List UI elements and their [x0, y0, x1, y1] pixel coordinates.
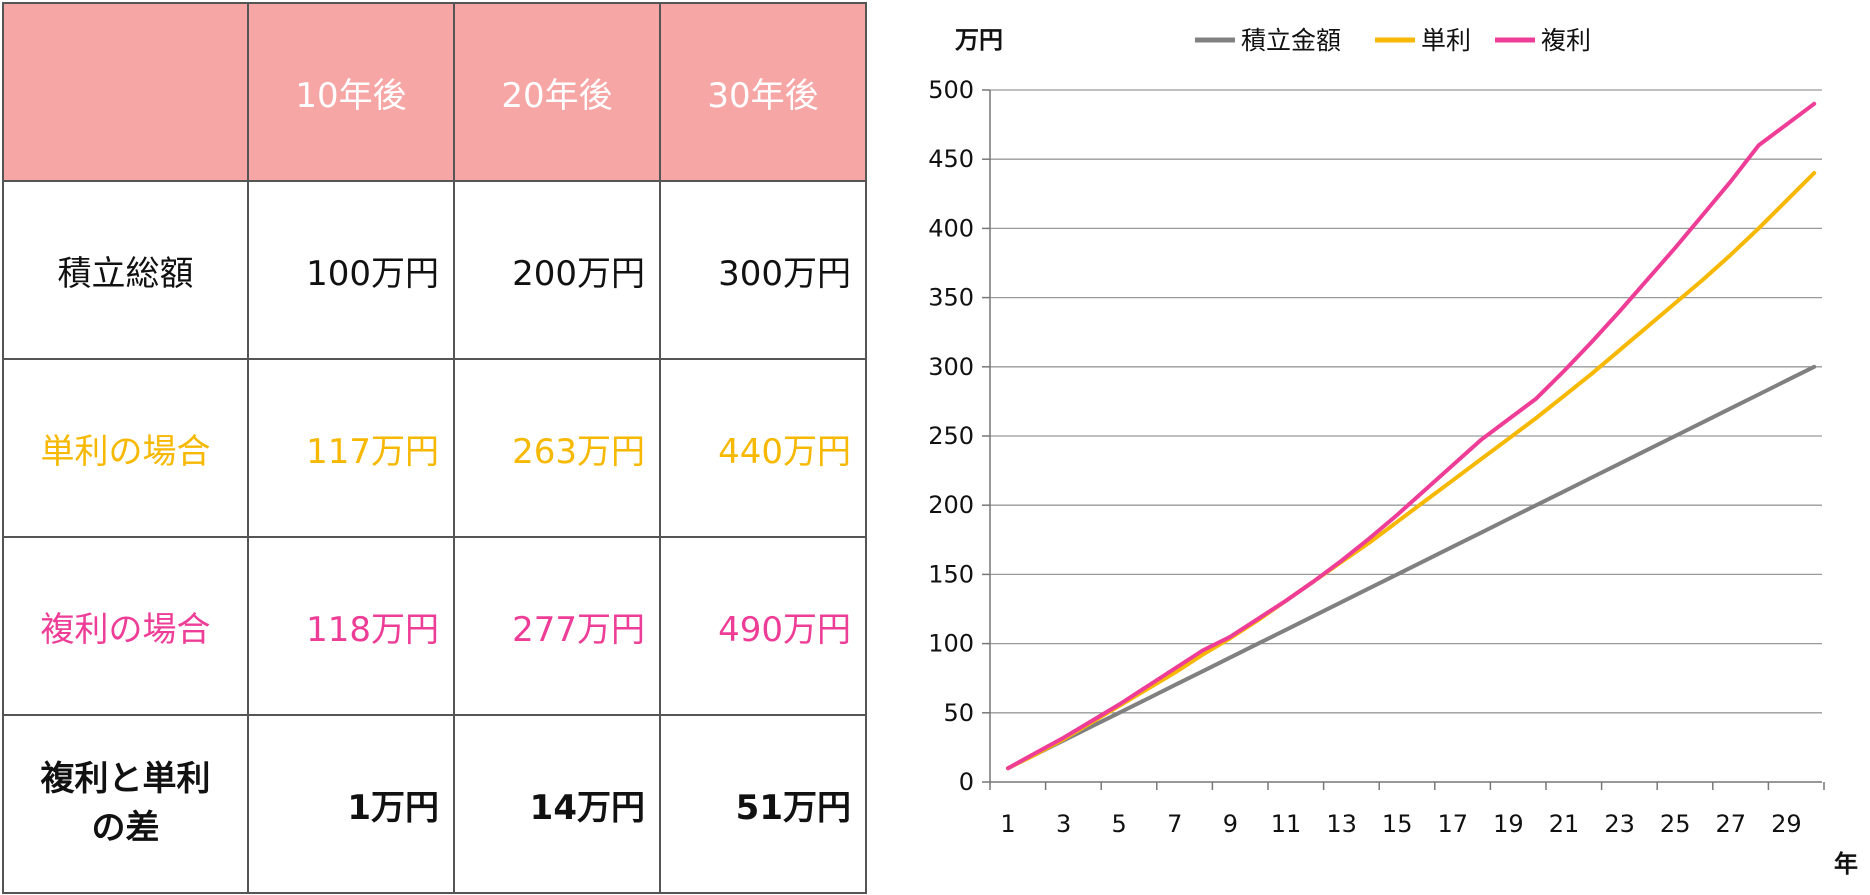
chart-gridlines: [990, 89, 1822, 714]
table-row-difference: 複利と単利 の差 1万円 14万円 51万円: [2, 714, 867, 894]
x-tick-label-21: 21: [1549, 810, 1580, 838]
header-10-years: 10年後: [247, 2, 455, 182]
chart-series-lines: [1006, 101, 1817, 771]
cell-simple-10: 117万円: [247, 358, 455, 538]
y-tick-label-500: 500: [928, 76, 974, 104]
cell-difference-20: 14万円: [453, 714, 661, 894]
y-tick-label-200: 200: [928, 491, 974, 519]
cell-simple-20: 263万円: [453, 358, 661, 538]
legend-label-0: 積立金額: [1241, 26, 1341, 55]
x-tick-label-27: 27: [1716, 810, 1747, 838]
x-tick-label-7: 7: [1167, 810, 1182, 838]
x-axis-tick-labels: 1 3 5 7 9 11 13 15 17 19 21 23 25 27 29: [1000, 810, 1801, 838]
cell-compound-10: 118万円: [247, 536, 455, 716]
comparison-table: 10年後 20年後 30年後 積立総額 100万円 200万円 300万円 単利…: [2, 2, 867, 894]
chart-axes: [982, 89, 1825, 790]
legend-label-2: 複利: [1541, 26, 1591, 55]
row-label-simple: 単利の場合: [2, 358, 249, 538]
cell-total-30: 300万円: [659, 180, 867, 360]
row-label-compound: 複利の場合: [2, 536, 249, 716]
cell-compound-30: 490万円: [659, 536, 867, 716]
table-row-simple: 単利の場合 117万円 263万円 440万円: [2, 358, 867, 538]
y-tick-label-300: 300: [928, 353, 974, 381]
series-line-1: [1006, 171, 1817, 771]
series-line-2: [1006, 101, 1817, 771]
header-corner-cell: [2, 2, 249, 182]
y-tick-label-150: 150: [928, 560, 974, 588]
y-tick-label-0: 0: [959, 768, 974, 796]
chart-legend: 積立金額 単利 複利: [1195, 26, 1591, 55]
x-tick-label-3: 3: [1056, 810, 1071, 838]
y-axis-unit-label: 万円: [955, 26, 1003, 54]
row-label-difference: 複利と単利 の差: [2, 714, 249, 894]
y-tick-label-350: 350: [928, 284, 974, 312]
row-label-difference-line2: の差: [91, 808, 160, 848]
cell-total-20: 200万円: [453, 180, 661, 360]
y-tick-label-100: 100: [928, 630, 974, 658]
y-tick-label-250: 250: [928, 422, 974, 450]
row-label-difference-line1: 複利と単利: [40, 758, 211, 799]
x-tick-label-9: 9: [1223, 810, 1238, 838]
x-tick-label-5: 5: [1112, 810, 1127, 838]
table-row-total: 積立総額 100万円 200万円 300万円: [2, 180, 867, 360]
row-label-total: 積立総額: [2, 180, 249, 360]
cell-compound-20: 277万円: [453, 536, 661, 716]
x-tick-label-19: 19: [1493, 810, 1524, 838]
header-20-years: 20年後: [453, 2, 661, 182]
y-tick-label-50: 50: [943, 699, 974, 727]
y-tick-label-400: 400: [928, 214, 974, 242]
legend-label-1: 単利: [1421, 26, 1471, 55]
y-tick-label-450: 450: [928, 145, 974, 173]
header-30-years: 30年後: [659, 2, 867, 182]
y-axis-tick-labels: 0 50 100 150 200 250 300 350 400 450 500: [928, 76, 974, 796]
x-tick-label-11: 11: [1271, 810, 1302, 838]
x-tick-label-17: 17: [1438, 810, 1469, 838]
x-axis-unit-label: 年: [1834, 850, 1858, 878]
x-tick-label-29: 29: [1771, 810, 1802, 838]
cell-simple-30: 440万円: [659, 358, 867, 538]
cell-total-10: 100万円: [247, 180, 455, 360]
x-tick-label-1: 1: [1000, 810, 1015, 838]
table-header-row: 10年後 20年後 30年後: [2, 2, 867, 182]
table-row-compound: 複利の場合 118万円 277万円 490万円: [2, 536, 867, 716]
cell-difference-30: 51万円: [659, 714, 867, 894]
x-tick-label-23: 23: [1604, 810, 1635, 838]
x-tick-label-25: 25: [1660, 810, 1691, 838]
x-tick-label-15: 15: [1382, 810, 1413, 838]
series-line-0: [1006, 364, 1817, 771]
cell-difference-10: 1万円: [247, 714, 455, 894]
x-tick-label-13: 13: [1326, 810, 1357, 838]
